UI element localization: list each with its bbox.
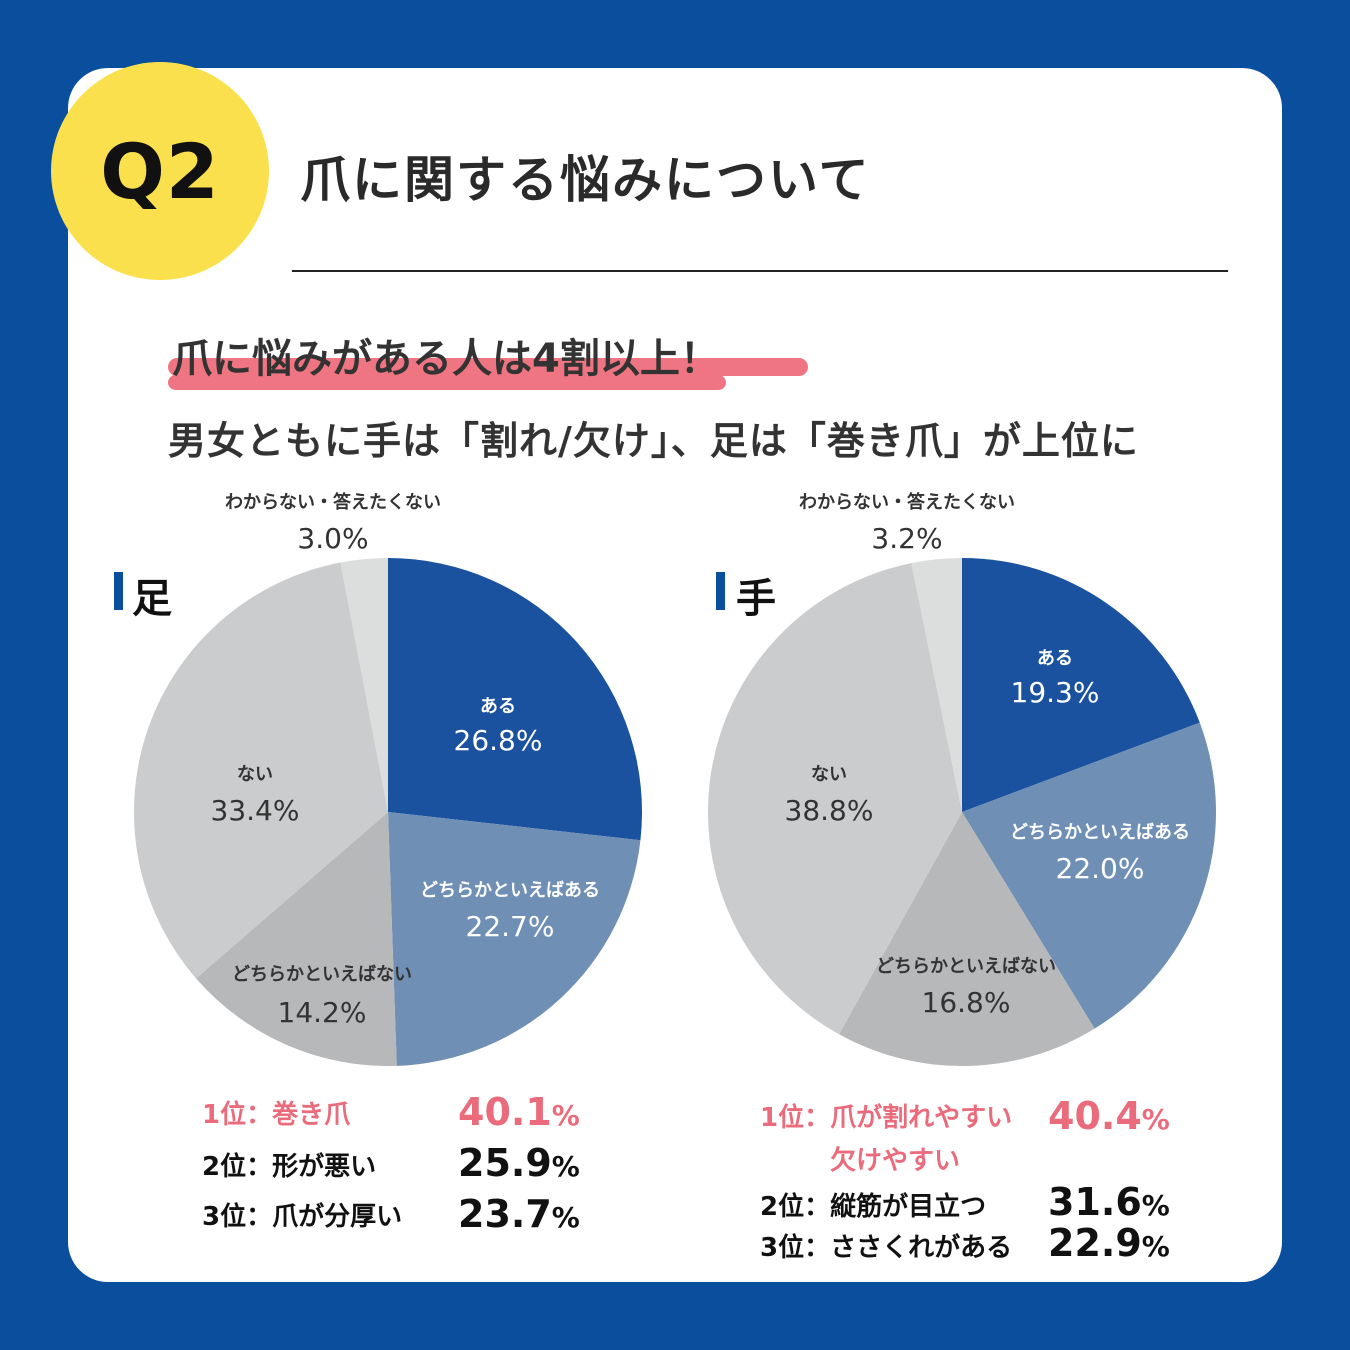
foot-rank-2-number: 25.9 [458, 1141, 552, 1185]
hand-rank-1: 1位：爪が割れやすい [760, 1097, 1012, 1134]
foot-rank-2-unit: % [551, 1150, 580, 1183]
hand-rank-2-value: 31.6% [1048, 1180, 1170, 1224]
hand-slice-docchi-aru [962, 722, 1217, 1029]
foot-rank-3: 3位：爪が分厚い [202, 1196, 402, 1233]
hand-label-docchi-nai: どちらかといえばない [876, 956, 1056, 977]
page-title: 爪に関する悩みについて [300, 151, 871, 209]
hand-slice-wakaranai [911, 558, 962, 812]
foot-rank-2-label: 2位：形が悪い [202, 1152, 377, 1182]
hand-value-nai: 38.8% [785, 794, 874, 827]
foot-slice-wakaranai [340, 558, 388, 812]
foot-rank-3-number: 23.7 [458, 1192, 552, 1236]
hand-rank-3: 3位：ささくれがある [760, 1227, 1012, 1264]
foot-slice-docchi-nai [196, 812, 397, 1066]
foot-label-aru: ある [480, 696, 516, 717]
headline-wrap: 爪に悩みがある人は4割以上！ [168, 326, 726, 390]
hand-panel-label: 手 [736, 576, 776, 622]
hand-rank-2-unit: % [1141, 1189, 1170, 1222]
hand-value-wakaranai: 3.2% [871, 522, 942, 555]
hand-rank-3-label: 3位：ささくれがある [760, 1233, 1013, 1263]
headline-highlight [168, 358, 808, 376]
hand-rank-1-unit: % [1141, 1103, 1170, 1136]
foot-rank-2: 2位：形が悪い [202, 1146, 376, 1183]
hand-rank-1-number: 40.4 [1048, 1094, 1142, 1138]
hand-label-aru: ある [1037, 648, 1073, 669]
foot-value-nai: 33.4% [211, 794, 300, 827]
foot-panel-label: 足 [132, 576, 172, 622]
hand-panel-marker [716, 572, 725, 610]
foot-value-docchi-nai: 14.2% [278, 996, 367, 1029]
hand-rank-2-number: 31.6 [1048, 1180, 1142, 1224]
hand-value-docchi-nai: 16.8% [922, 986, 1011, 1019]
foot-rank-2-value: 25.9% [458, 1141, 580, 1185]
foot-panel-marker [114, 572, 123, 610]
hand-rank-2-label: 2位：縦筋が目立つ [760, 1192, 987, 1222]
foot-rank-1-unit: % [551, 1099, 580, 1132]
foot-slice-aru [388, 558, 642, 841]
hand-slice-aru [962, 558, 1200, 812]
foot-value-wakaranai: 3.0% [297, 522, 368, 555]
hand-label-nai: ない [811, 764, 847, 785]
hand-rank-1-value: 40.4% [1048, 1094, 1170, 1138]
foot-value-aru: 26.8% [454, 724, 543, 757]
foot-rank-1-label: 1位：巻き爪 [202, 1100, 351, 1130]
hand-slice-docchi-nai [839, 812, 1095, 1066]
question-number: Q2 [100, 126, 220, 216]
hand-rank-1-label-line2: 欠けやすい [830, 1146, 961, 1176]
foot-label-docchi-aru: どちらかといえばある [420, 880, 600, 901]
foot-rank-3-label: 3位：爪が分厚い [202, 1202, 403, 1232]
foot-label-wakaranai: わからない・答えたくない [225, 491, 441, 513]
foot-rank-3-value: 23.7% [458, 1192, 580, 1236]
foot-slice-nai [133, 562, 388, 979]
title-divider [292, 270, 1228, 272]
foot-label-docchi-nai: どちらかといえばない [232, 964, 412, 985]
hand-rank-3-unit: % [1141, 1230, 1170, 1263]
hand-label-docchi-aru: どちらかといえばある [1010, 822, 1190, 843]
hand-rank-2: 2位：縦筋が目立つ [760, 1186, 986, 1223]
hand-value-aru: 19.3% [1011, 676, 1100, 709]
foot-rank-1-number: 40.1 [458, 1090, 552, 1134]
hand-rank-1-label: 1位：爪が割れやすい [760, 1103, 1013, 1133]
subheadline: 男女ともに手は「割れ/欠け」、足は「巻き爪」が上位に [168, 419, 1139, 463]
hand-label-wakaranai: わからない・答えたくない [799, 491, 1015, 513]
hand-rank-3-value: 22.9% [1048, 1221, 1170, 1265]
headline: 爪に悩みがある人は4割以上！ [168, 326, 726, 390]
hand-value-docchi-aru: 22.0% [1056, 852, 1145, 885]
foot-rank-3-unit: % [551, 1201, 580, 1234]
foot-rank-1-value: 40.1% [458, 1090, 580, 1134]
hand-slice-nai [707, 563, 962, 1035]
foot-slice-docchi-aru [388, 812, 641, 1066]
foot-rank-1: 1位：巻き爪 [202, 1094, 350, 1131]
foot-value-docchi-aru: 22.7% [466, 910, 555, 943]
hand-rank-1-line2: 欠けやすい [830, 1140, 960, 1177]
foot-label-nai: ない [237, 764, 273, 785]
question-badge: Q2 [51, 62, 269, 280]
hand-rank-3-number: 22.9 [1048, 1221, 1142, 1265]
